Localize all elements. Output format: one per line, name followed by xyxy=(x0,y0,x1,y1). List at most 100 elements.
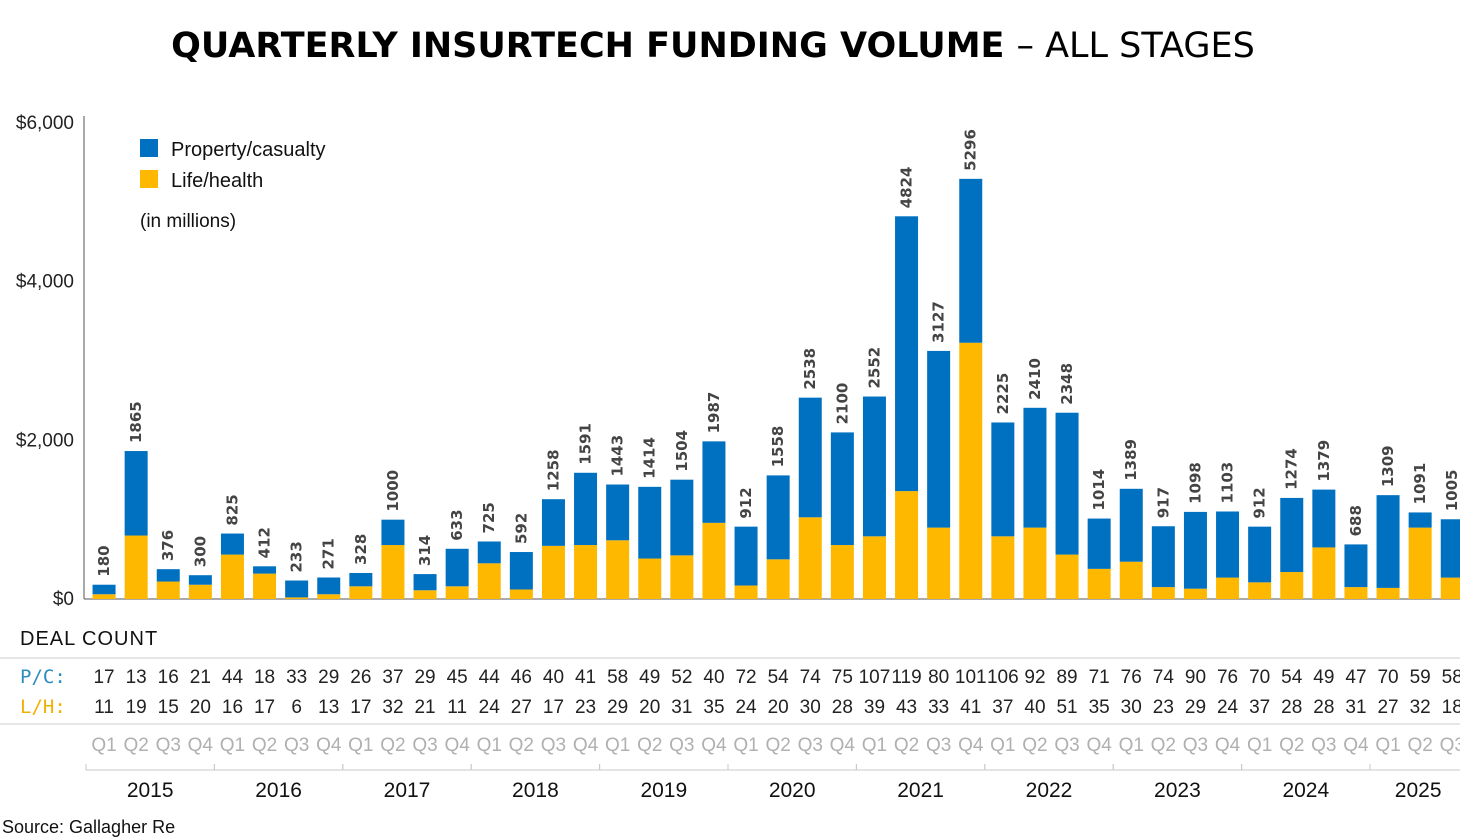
y-tick-label: $2,000 xyxy=(16,430,74,451)
bar-property-casualty xyxy=(1376,495,1400,588)
pc-deal-count: 16 xyxy=(158,667,179,688)
lh-deal-count: 20 xyxy=(190,697,211,718)
bar-property-casualty xyxy=(927,350,951,528)
lh-deal-count: 29 xyxy=(1185,697,1206,718)
bar-property-casualty xyxy=(124,451,148,536)
lh-deal-count: 17 xyxy=(543,697,564,718)
lh-deal-count: 15 xyxy=(158,697,179,718)
bar-life-health xyxy=(509,589,533,599)
bar-value-label: 1274 xyxy=(1283,448,1301,490)
lh-deal-count: 37 xyxy=(1249,697,1270,718)
year-label: 2018 xyxy=(512,779,559,802)
quarter-label: Q1 xyxy=(1247,735,1272,756)
bar-value-label: 2225 xyxy=(994,373,1012,415)
quarter-label: Q3 xyxy=(541,735,566,756)
bar-property-casualty xyxy=(766,475,790,560)
pc-deal-count: 59 xyxy=(1410,667,1431,688)
bar-life-health xyxy=(381,545,405,599)
quarter-label: Q1 xyxy=(91,735,116,756)
bar-property-casualty xyxy=(1023,407,1047,528)
quarter-label: Q1 xyxy=(1375,735,1400,756)
bar-life-health xyxy=(1151,587,1175,599)
chart-title-main: QUARTERLY INSURTECH FUNDING VOLUME xyxy=(171,26,1004,66)
bar-property-casualty xyxy=(445,548,469,587)
lh-deal-count: 27 xyxy=(511,697,532,718)
pc-deal-count: 107 xyxy=(859,667,891,688)
quarter-label: Q1 xyxy=(477,735,502,756)
lh-deal-count: 35 xyxy=(1089,697,1110,718)
bar-life-health xyxy=(92,594,116,599)
lh-deal-count: 11 xyxy=(447,697,467,718)
lh-deal-count: 16 xyxy=(222,697,243,718)
bar-value-label: 300 xyxy=(191,536,209,567)
bar-life-health xyxy=(766,559,790,599)
lh-deal-count: 35 xyxy=(703,697,724,718)
bar-life-health xyxy=(477,563,501,599)
year-bracket xyxy=(1241,764,1371,771)
year-label: 2019 xyxy=(640,779,687,802)
pc-deal-count: 40 xyxy=(543,667,564,688)
lh-deal-count: 23 xyxy=(1153,697,1174,718)
bar-life-health xyxy=(991,536,1015,599)
year-label: 2017 xyxy=(384,779,431,802)
bar-value-label: 688 xyxy=(1347,505,1365,536)
pc-deal-count: 71 xyxy=(1089,667,1110,688)
bar-value-label: 2100 xyxy=(833,383,851,425)
quarter-label: Q2 xyxy=(1407,735,1432,756)
bar-life-health xyxy=(959,342,983,599)
quarter-label: Q4 xyxy=(958,735,984,756)
bar-life-health xyxy=(541,545,565,599)
year-labels: 2015 2016 2017 2018 2019 2020 2021 2022 2023 2024… xyxy=(85,764,1460,802)
pc-deal-count: 58 xyxy=(607,667,628,688)
lh-deal-count: 27 xyxy=(1377,697,1398,718)
bar-value-label: 725 xyxy=(480,502,498,533)
bar-property-casualty xyxy=(830,432,854,546)
lh-deal-count: 28 xyxy=(1313,697,1334,718)
bar-life-health xyxy=(188,584,212,599)
source-note: Source: Gallagher Re xyxy=(2,817,175,837)
bar-life-health xyxy=(1344,587,1368,599)
lh-deal-count: 17 xyxy=(350,697,371,718)
bar-value-label: 1005 xyxy=(1443,470,1460,512)
quarter-label: Q2 xyxy=(1279,735,1304,756)
bar-value-label: 3127 xyxy=(930,301,948,343)
chart-title: QUARTERLY INSURTECH FUNDING VOLUME – ALL … xyxy=(171,26,1255,66)
quarter-label: Q3 xyxy=(669,735,694,756)
bar-property-casualty xyxy=(285,580,309,598)
bar-value-label: 592 xyxy=(512,513,530,544)
bar-value-label: 2538 xyxy=(801,348,819,390)
lh-deal-count: 23 xyxy=(575,697,596,718)
quarter-label: Q1 xyxy=(733,735,758,756)
y-tick-label: $6,000 xyxy=(16,113,74,134)
bar-property-casualty xyxy=(702,441,726,523)
pc-deal-count: 54 xyxy=(768,667,790,688)
pc-deal-count: 74 xyxy=(1153,667,1175,688)
pc-deal-count: 75 xyxy=(832,667,853,688)
quarter-label: Q4 xyxy=(1086,735,1112,756)
bar-life-health xyxy=(1023,527,1047,599)
bar-life-health xyxy=(1087,568,1111,599)
bar-value-label: 5296 xyxy=(962,129,980,171)
bar-value-label: 912 xyxy=(1251,487,1269,518)
bar-property-casualty xyxy=(349,572,373,587)
quarter-label: Q4 xyxy=(1215,735,1241,756)
bar-value-label: 1103 xyxy=(1219,462,1237,504)
bar-property-casualty xyxy=(156,569,180,582)
pc-deal-count: 76 xyxy=(1121,667,1142,688)
pc-deal-count: 70 xyxy=(1377,667,1398,688)
bar-life-health xyxy=(1408,527,1432,599)
bar-value-label: 1389 xyxy=(1122,439,1140,481)
pc-deal-count: 76 xyxy=(1217,667,1238,688)
year-bracket xyxy=(85,764,215,771)
year-label: 2023 xyxy=(1154,779,1201,802)
bar-life-health xyxy=(124,535,148,599)
lh-deal-count: 37 xyxy=(992,697,1013,718)
bar-property-casualty xyxy=(381,519,405,546)
pc-row-label: P/C: xyxy=(20,666,66,688)
bar-value-label: 1098 xyxy=(1186,462,1204,504)
quarter-label: Q2 xyxy=(765,735,790,756)
quarter-label: Q1 xyxy=(348,735,373,756)
bar-property-casualty xyxy=(895,216,919,492)
year-label: 2020 xyxy=(769,779,816,802)
bar-property-casualty xyxy=(1344,544,1368,588)
